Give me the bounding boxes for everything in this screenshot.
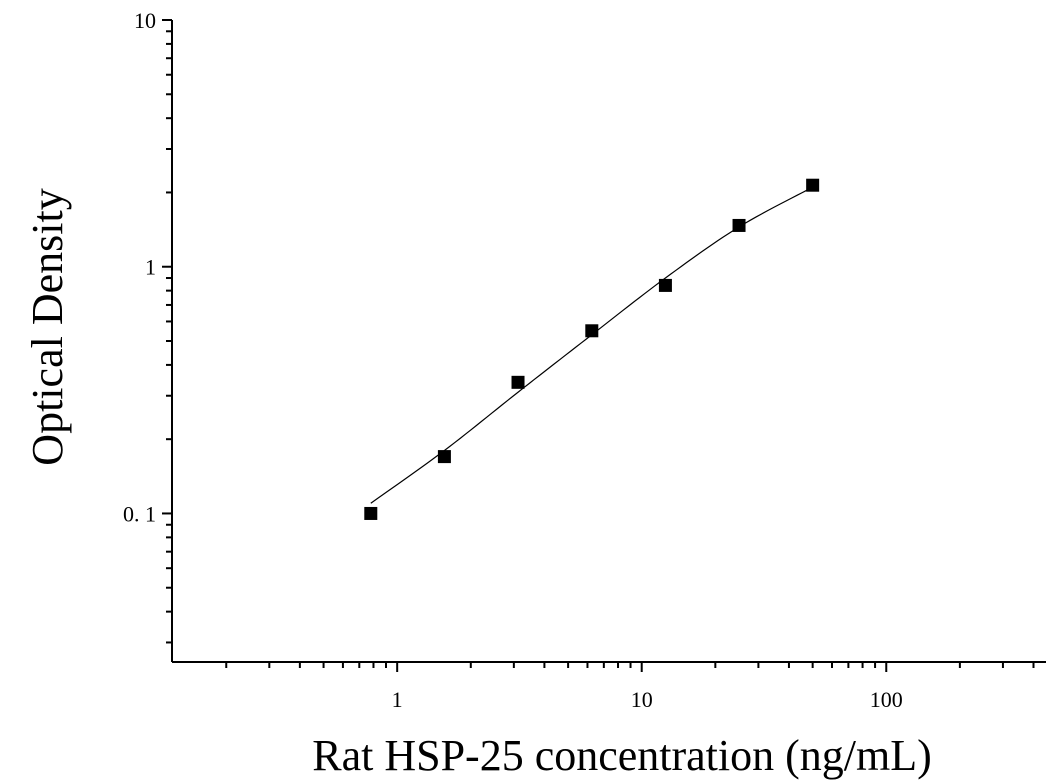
x-axis-title: Rat HSP-25 concentration (ng/mL) xyxy=(312,731,932,780)
fit-curve-line xyxy=(370,186,813,504)
data-point xyxy=(732,218,746,232)
axes: 1 10 100 0. 1 1 10 xyxy=(123,8,1046,712)
y-tick-label: 0. 1 xyxy=(123,501,156,526)
y-tick-label: 10 xyxy=(134,8,156,33)
fit-curve-group xyxy=(370,186,813,504)
y-tick-label: 1 xyxy=(145,255,156,280)
y-axis-title: Optical Density xyxy=(23,188,72,465)
data-point xyxy=(437,450,451,464)
x-tick-label: 100 xyxy=(870,687,903,712)
data-point xyxy=(806,178,820,192)
data-point xyxy=(585,324,599,338)
x-tick-label: 10 xyxy=(631,687,653,712)
x-tick-label: 1 xyxy=(392,687,403,712)
data-points-group xyxy=(364,178,820,520)
data-point xyxy=(658,278,672,292)
data-point xyxy=(364,506,378,520)
data-point xyxy=(511,375,525,389)
